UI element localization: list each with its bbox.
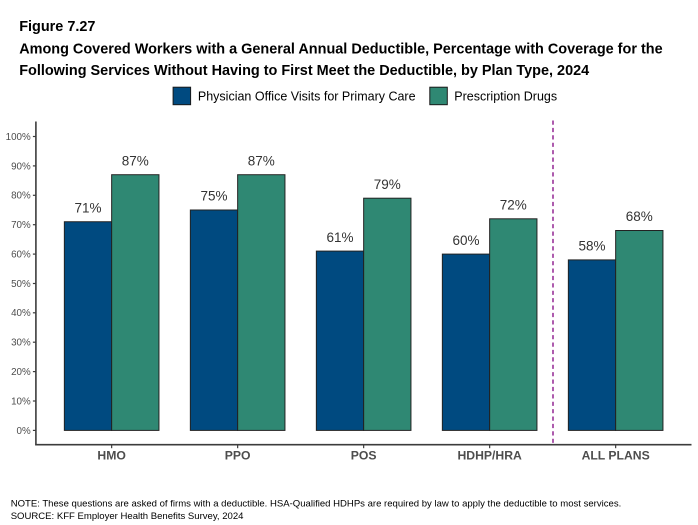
svg-text:75%: 75% [200,189,227,204]
svg-text:0%: 0% [17,426,31,437]
svg-text:40%: 40% [11,308,31,319]
svg-text:POS: POS [351,448,377,462]
svg-text:NOTE: These questions are aske: NOTE: These questions are asked of firms… [11,498,622,509]
svg-text:50%: 50% [11,279,31,290]
svg-text:70%: 70% [11,220,31,231]
svg-text:HMO: HMO [97,448,125,462]
svg-text:61%: 61% [326,230,353,245]
svg-text:ALL PLANS: ALL PLANS [582,448,650,462]
svg-text:79%: 79% [374,177,401,192]
svg-text:30%: 30% [11,338,31,349]
svg-text:71%: 71% [74,200,101,215]
svg-text:Figure 7.27: Figure 7.27 [19,19,95,35]
svg-text:90%: 90% [11,161,31,172]
svg-text:PPO: PPO [225,448,251,462]
svg-text:20%: 20% [11,367,31,378]
svg-text:HDHP/HRA: HDHP/HRA [457,448,522,462]
svg-text:80%: 80% [11,191,31,202]
svg-text:Among Covered Workers with a G: Among Covered Workers with a General Ann… [19,41,662,57]
svg-text:SOURCE: KFF Employer Health Be: SOURCE: KFF Employer Health Benefits Sur… [11,511,244,522]
svg-text:87%: 87% [122,153,149,168]
svg-text:60%: 60% [11,250,31,261]
svg-text:Physician Office Visits for Pr: Physician Office Visits for Primary Care [198,89,416,103]
svg-text:Following Services Without Hav: Following Services Without Having to Fir… [19,63,589,79]
svg-text:60%: 60% [452,233,479,248]
svg-text:100%: 100% [6,132,31,143]
svg-text:68%: 68% [626,209,653,224]
svg-text:10%: 10% [11,396,31,407]
svg-text:87%: 87% [248,153,275,168]
svg-text:72%: 72% [500,198,527,213]
svg-text:58%: 58% [578,239,605,254]
svg-text:Prescription Drugs: Prescription Drugs [454,89,557,103]
